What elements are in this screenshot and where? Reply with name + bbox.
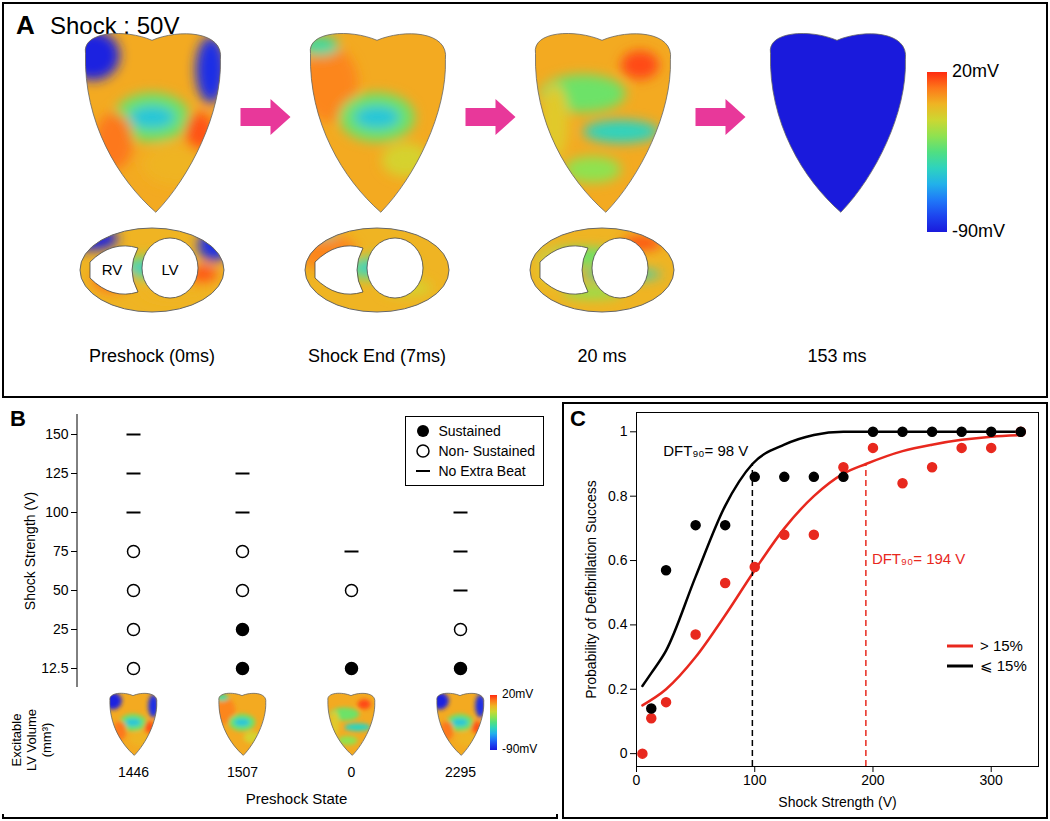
svg-text:20 ms: 20 ms: [577, 346, 626, 366]
svg-text:12.5: 12.5: [41, 660, 68, 676]
svg-text:Shock Strength (V): Shock Strength (V): [22, 492, 38, 610]
svg-text:RV: RV: [102, 261, 123, 278]
svg-text:Preshock State: Preshock State: [246, 790, 348, 807]
svg-text:B: B: [10, 406, 26, 431]
svg-text:LV: LV: [161, 261, 178, 278]
svg-text:300: 300: [980, 772, 1004, 788]
svg-text:125: 125: [45, 465, 69, 481]
svg-text:Excitable: Excitable: [9, 714, 24, 767]
svg-text:0: 0: [620, 745, 628, 761]
svg-text:153 ms: 153 ms: [807, 346, 866, 366]
svg-text:DFT₉₀= 194 V: DFT₉₀= 194 V: [872, 550, 965, 567]
svg-text:0.2: 0.2: [608, 681, 628, 697]
svg-text:150: 150: [45, 426, 69, 442]
svg-text:-90mV: -90mV: [502, 742, 537, 756]
svg-text:LV Volume: LV Volume: [24, 709, 39, 771]
svg-text:Preshock (0ms): Preshock (0ms): [89, 346, 215, 366]
svg-text:20mV: 20mV: [952, 61, 999, 81]
svg-text:50: 50: [53, 582, 69, 598]
svg-text:100: 100: [45, 504, 69, 520]
svg-text:DFT₉₀= 98 V: DFT₉₀= 98 V: [663, 442, 748, 459]
svg-text:100: 100: [743, 772, 767, 788]
html-text:No Extra Beat: No Extra Beat: [438, 463, 526, 479]
svg-text:200: 200: [861, 772, 885, 788]
html-text:⩽ 15%: ⩽ 15%: [980, 657, 1027, 674]
svg-text:Probability of Defibrillation: Probability of Defibrillation Success: [583, 480, 599, 699]
svg-text:0: 0: [633, 772, 641, 788]
svg-text:20mV: 20mV: [502, 687, 533, 701]
svg-text:0.6: 0.6: [608, 552, 628, 568]
svg-text:0.4: 0.4: [608, 616, 628, 632]
svg-text:1: 1: [620, 423, 628, 439]
svg-text:0: 0: [348, 764, 356, 780]
svg-text:Shock : 50V: Shock : 50V: [50, 12, 179, 39]
svg-text:A: A: [16, 10, 35, 40]
svg-text:Shock Strength (V): Shock Strength (V): [778, 794, 896, 810]
svg-text:(mm³): (mm³): [39, 723, 54, 758]
svg-text:25: 25: [53, 621, 69, 637]
svg-text:2295: 2295: [445, 764, 476, 780]
svg-text:75: 75: [53, 543, 69, 559]
html-text:Sustained: Sustained: [438, 423, 501, 439]
svg-text:1507: 1507: [227, 764, 258, 780]
svg-text:C: C: [570, 406, 586, 431]
svg-text:Shock End (7ms): Shock End (7ms): [308, 346, 446, 366]
html-text:Non- Sustained: Non- Sustained: [438, 443, 535, 459]
html-text:> 15%: > 15%: [980, 637, 1023, 654]
svg-text:-90mV: -90mV: [952, 221, 1005, 241]
svg-text:1446: 1446: [118, 764, 149, 780]
svg-text:0.8: 0.8: [608, 488, 628, 504]
